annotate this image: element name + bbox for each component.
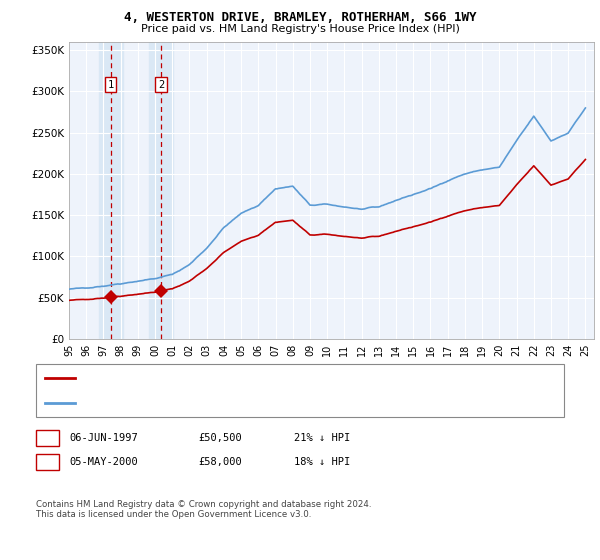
Text: 05-MAY-2000: 05-MAY-2000	[69, 457, 138, 467]
Text: £50,500: £50,500	[198, 433, 242, 443]
Bar	[149, 42, 173, 339]
Text: 2: 2	[44, 457, 50, 467]
Text: Price paid vs. HM Land Registry's House Price Index (HPI): Price paid vs. HM Land Registry's House …	[140, 24, 460, 34]
Text: 2: 2	[158, 80, 164, 90]
Text: 06-JUN-1997: 06-JUN-1997	[69, 433, 138, 443]
Text: 4, WESTERTON DRIVE, BRAMLEY, ROTHERHAM, S66 1WY: 4, WESTERTON DRIVE, BRAMLEY, ROTHERHAM, …	[124, 11, 476, 24]
Text: £58,000: £58,000	[198, 457, 242, 467]
Text: 1: 1	[44, 433, 50, 443]
Text: 1: 1	[107, 80, 114, 90]
Bar	[98, 42, 123, 339]
Text: Contains HM Land Registry data © Crown copyright and database right 2024.
This d: Contains HM Land Registry data © Crown c…	[36, 500, 371, 519]
Text: 4, WESTERTON DRIVE, BRAMLEY, ROTHERHAM, S66 1WY (detached house): 4, WESTERTON DRIVE, BRAMLEY, ROTHERHAM, …	[81, 374, 436, 383]
Text: HPI: Average price, detached house, Rotherham: HPI: Average price, detached house, Roth…	[81, 398, 310, 407]
Text: 18% ↓ HPI: 18% ↓ HPI	[294, 457, 350, 467]
Text: 21% ↓ HPI: 21% ↓ HPI	[294, 433, 350, 443]
